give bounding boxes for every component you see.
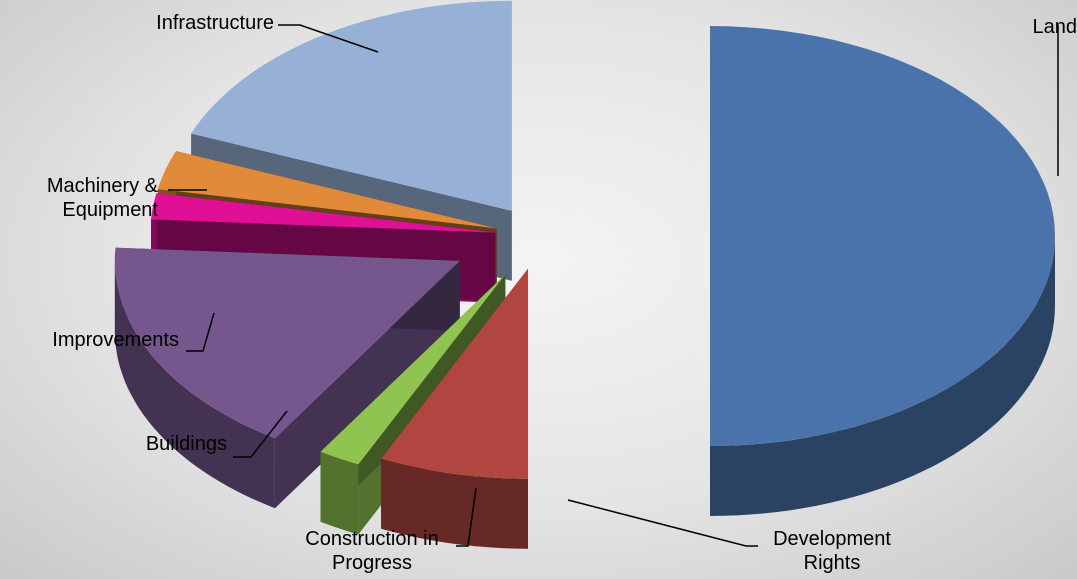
slice-rim xyxy=(381,458,528,549)
slice-label-buildings: Buildings xyxy=(146,433,227,455)
slice-label-line: Development xyxy=(773,528,891,550)
slice-land xyxy=(710,26,1055,446)
leader-line-buildings xyxy=(233,410,288,458)
slice-label-construction-in-progress: Construction in Progress xyxy=(305,528,438,574)
leader-line-improvements xyxy=(186,312,215,352)
slice-development-rights xyxy=(381,268,528,479)
slice-wall xyxy=(320,274,506,522)
slice-rim xyxy=(114,260,275,509)
slice-label-line: Improvements xyxy=(52,329,179,351)
slice-rim xyxy=(320,451,359,535)
leader-line-construction-in-progress xyxy=(456,487,477,547)
slice-label-development-rights: Development Rights xyxy=(773,528,891,574)
slice-improvements xyxy=(151,193,496,233)
slice-label-line: Construction in xyxy=(305,528,438,550)
slice-label-line: Machinery & xyxy=(47,175,159,197)
slice-labels: Land Development Rights Construction in Prog… xyxy=(47,12,1077,574)
slice-label-line: Rights xyxy=(804,552,861,574)
slice-rim xyxy=(710,236,1055,516)
slice-label-line: Equipment xyxy=(62,199,158,221)
slice-label-infrastructure: Infrastructure xyxy=(156,12,274,34)
slice-label-machinery-and-equipment: Machinery & Equipment xyxy=(47,175,159,221)
slice-label-line: Buildings xyxy=(146,433,227,455)
leader-line-infrastructure xyxy=(278,24,379,53)
slice-buildings xyxy=(114,247,460,439)
slice-label-land: Land xyxy=(1033,16,1077,38)
slice-label-line: Progress xyxy=(332,552,412,574)
slice-infrastructure xyxy=(191,0,512,211)
leader-line-development-rights xyxy=(567,499,758,547)
slice-tops xyxy=(114,0,1055,479)
slice-label-improvements: Improvements xyxy=(52,329,179,351)
slice-machinery-and-equipment xyxy=(157,151,497,229)
slice-label-line: Land xyxy=(1033,16,1077,38)
slice-label-line: Infrastructure xyxy=(156,12,274,34)
slice-construction-in-progress xyxy=(320,274,506,465)
slice-side-land xyxy=(710,236,1055,516)
